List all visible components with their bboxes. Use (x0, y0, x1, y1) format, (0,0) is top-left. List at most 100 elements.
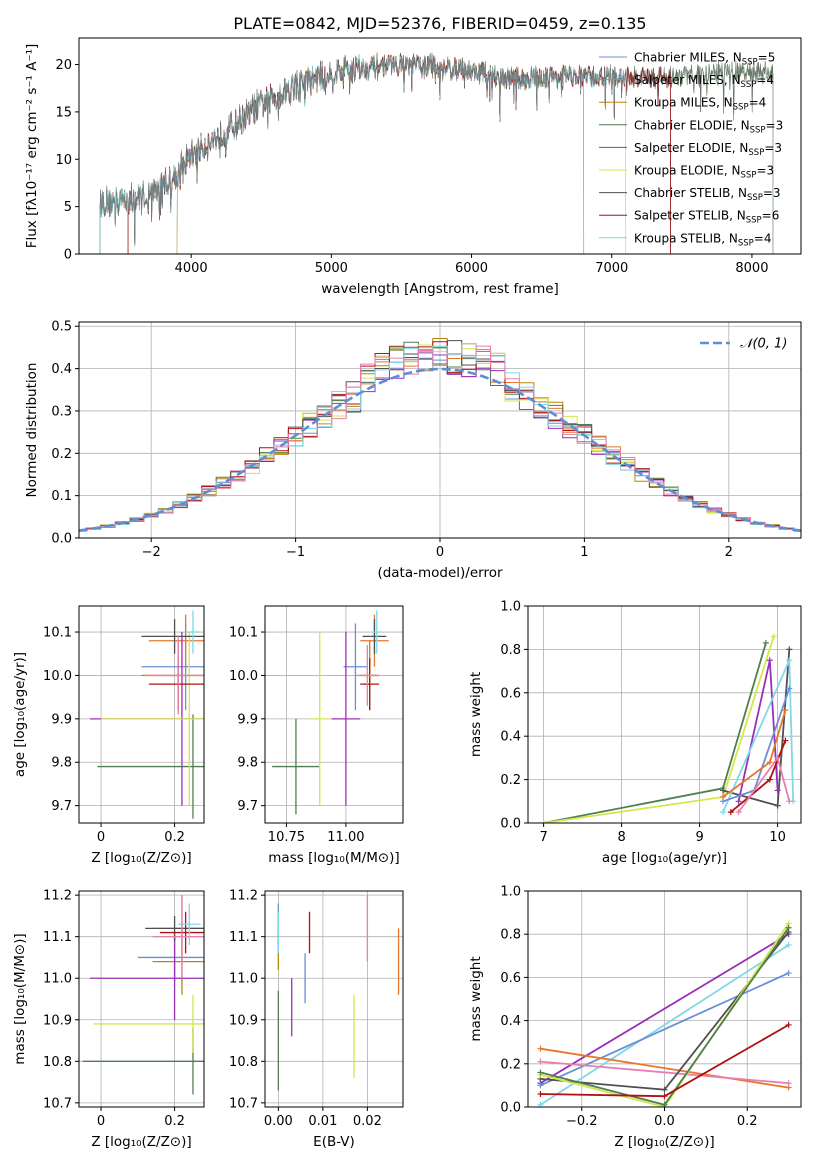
legend-entry: Kroupa ELODIE, NSSP=3 (634, 164, 774, 181)
y-tick-label: 9.8 (51, 756, 72, 771)
chart-mass-vs-Z: 0 0.2 10.7 10.8 10.9 11.0 11.1 11.2 Z [log₁₀(Z/Z… (12, 889, 205, 1150)
legend-tail: =3 (763, 186, 781, 200)
y-tick-label: 9.7 (51, 799, 72, 814)
y-tick-label: 11.1 (229, 930, 258, 945)
legend-label: Chabrier ELODIE, N (634, 118, 750, 132)
y-axis-label: age [log₁₀(age/yr)] (12, 652, 28, 777)
x-tick-label: 0.2 (164, 1114, 185, 1129)
series-marker (774, 754, 781, 761)
legend-tail: =4 (756, 73, 774, 87)
y-tick-label: 0.6 (500, 686, 521, 701)
y-axis-label: mass weight (468, 956, 484, 1041)
x-tick-label: −0.2 (566, 1114, 598, 1129)
x-tick-label: 0.2 (737, 1114, 758, 1129)
legend-label: Salpeter ELODIE, N (634, 141, 748, 155)
x-tick-label: 0.00 (264, 1114, 293, 1129)
y-tick-label: 9.9 (51, 712, 72, 727)
spectrum-model-line (99, 55, 627, 254)
chart-residual-histogram: −2 −1 0 1 2 0.0 0.1 0.2 0.3 0.4 0.5 (data-model)/er… (24, 320, 802, 581)
legend-subscript: SSP (748, 148, 764, 158)
spectrum-model-line (127, 54, 671, 254)
error-bar-point (362, 619, 387, 654)
y-tick-label: 9.9 (237, 712, 258, 727)
spectrum-model-line (99, 54, 671, 254)
y-tick-label: 0.3 (51, 404, 72, 419)
error-bar-point (93, 994, 204, 1053)
y-tick-label: 11.1 (43, 930, 72, 945)
y-tick-label: 0.2 (500, 1057, 521, 1072)
y-tick-label: 11.0 (229, 972, 258, 987)
x-tick-label: −1 (286, 545, 305, 560)
y-tick-label: 0.0 (500, 1101, 521, 1116)
series-marker (540, 820, 547, 823)
x-tick-label: 0 (97, 830, 105, 845)
series-marker (537, 1045, 544, 1052)
axes-frame: 10.75 11.00 9.7 9.8 9.9 10.0 10.1 mass [log₁₀(M… (229, 605, 404, 866)
series-marker (786, 646, 793, 653)
error-bar-point (145, 636, 204, 715)
series-marker (661, 1086, 668, 1093)
series-marker (537, 1082, 544, 1089)
legend-subscript: SSP (733, 103, 749, 113)
x-tick-label: 5000 (315, 261, 348, 276)
legend-entry: Salpeter ELODIE, NSSP=3 (634, 141, 782, 158)
x-axis-label: mass [log₁₀(M/M⊙)] (268, 850, 399, 866)
y-tick-label: 9.7 (237, 799, 258, 814)
series-marker (785, 942, 792, 948)
legend-tail: =3 (764, 141, 782, 155)
y-tick-label: 10.1 (43, 626, 72, 641)
chart-age-vs-mass: 10.75 11.00 9.7 9.8 9.9 10.0 10.1 mass [log₁₀(M… (229, 605, 404, 866)
series-line (540, 1060, 789, 1085)
series-marker (735, 809, 742, 816)
axes-frame: −2 −1 0 1 2 0.0 0.1 0.2 0.3 0.4 0.5 (data-model)/er… (24, 320, 802, 581)
error-bar-point (310, 632, 330, 806)
error-bar-point (343, 623, 368, 711)
grid-lines (265, 606, 403, 823)
x-tick-label: 0.0 (654, 1114, 675, 1129)
error-bar-point (355, 645, 380, 706)
x-tick-label: 0.01 (308, 1114, 337, 1129)
plot-area (277, 895, 400, 1091)
y-tick-label: 5 (64, 200, 72, 215)
y-tick-label: 9.8 (237, 756, 258, 771)
series-marker (774, 787, 781, 794)
y-tick-label: 10.9 (43, 1013, 72, 1028)
series-marker (762, 639, 769, 646)
error-bar-point (159, 911, 204, 954)
legend-subscript: SSP (746, 216, 762, 226)
y-tick-label: 0 (64, 248, 72, 263)
axes-border (78, 605, 205, 824)
series-line (543, 642, 767, 823)
legend-entry: Salpeter MILES, NSSP=4 (634, 73, 774, 90)
series-marker (537, 1069, 544, 1076)
x-tick-label: 1 (580, 545, 588, 560)
grid-lines (528, 605, 801, 824)
x-axis-label: age [log₁₀(age/yr)] (602, 850, 727, 866)
axes-frame: 7 8 9 10 0.0 0.2 0.4 0.6 0.8 1.0 age [log₁₀(age/yr… (468, 600, 802, 866)
y-tick-label: 1.0 (500, 600, 521, 615)
y-tick-label: 10.0 (229, 669, 258, 684)
series-marker (537, 1058, 544, 1065)
legend-label: Chabrier MILES, N (634, 51, 742, 65)
plot-area (272, 610, 389, 815)
series-marker (537, 1091, 544, 1098)
legend-subscript: SSP (750, 125, 766, 135)
error-bar-point (101, 632, 204, 806)
series-marker (720, 809, 726, 816)
x-tick-label: 0.02 (353, 1114, 382, 1129)
series-marker (735, 798, 742, 805)
y-axis-label: mass [log₁₀(M/M⊙)] (12, 933, 28, 1064)
series-marker (782, 707, 789, 714)
x-axis-label: wavelength [Angstrom, rest frame] (321, 281, 559, 297)
error-bar-point (141, 619, 204, 654)
legend-tail: =4 (754, 231, 772, 245)
plot-area (79, 338, 801, 532)
x-tick-label: −2 (142, 545, 161, 560)
legend-entry: 𝒩(0, 1) (740, 337, 787, 352)
series-line (540, 972, 789, 1087)
x-tick-label: 0 (97, 1114, 105, 1129)
y-tick-label: 10.7 (43, 1096, 72, 1111)
chart-spectrum: 4000 5000 6000 7000 8000 0 5 10 15 20 wavelength [… (24, 37, 802, 297)
error-bar-point (360, 658, 380, 711)
